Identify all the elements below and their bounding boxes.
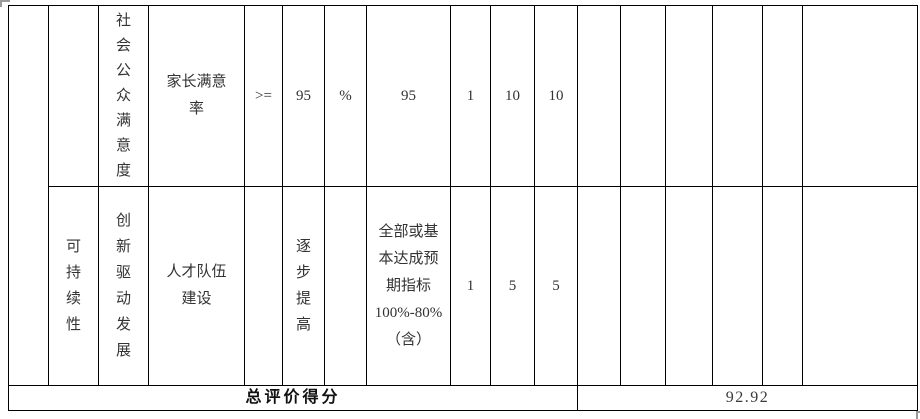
cell-unit[interactable]: %: [324, 5, 367, 187]
gradual-improve-label: 逐步提高: [295, 239, 311, 333]
performance-evaluation-table: 社会公众满意度 家长满意 率 >= 95 % 95 1 10 10 可持续性: [8, 5, 918, 411]
cell-empty[interactable]: [665, 186, 713, 386]
total-score-label-cell[interactable]: 总评价得分: [8, 385, 578, 411]
cell-empty[interactable]: [620, 186, 666, 386]
cell-empty[interactable]: [712, 186, 763, 386]
cell-weight[interactable]: 5: [490, 186, 535, 386]
cell-comparison-blank[interactable]: [244, 186, 283, 386]
cell-target-value[interactable]: 95: [282, 5, 325, 187]
cell-coefficient[interactable]: 1: [450, 5, 491, 187]
cell-unit-blank[interactable]: [324, 186, 367, 386]
cell-coefficient[interactable]: 1: [450, 186, 491, 386]
social-satisfaction-label: 社会公众满意度: [115, 12, 131, 179]
innovation-driven-label: 创新驱动发展: [115, 213, 131, 359]
cell-group-sustainability[interactable]: 可持续性: [48, 186, 99, 386]
sustainability-label: 可持续性: [65, 239, 81, 333]
cell-empty[interactable]: [712, 5, 763, 187]
cell-group-blank[interactable]: [48, 5, 99, 187]
row-satisfaction: 社会公众满意度 家长满意 率 >= 95 % 95 1 10 10: [8, 5, 918, 386]
cell-empty[interactable]: [577, 186, 621, 386]
achievement-text: 全部或基 本达成预 期指标 100%-80% （含）: [374, 223, 443, 348]
cell-score[interactable]: 10: [534, 5, 578, 187]
cell-empty[interactable]: [620, 5, 666, 187]
table-resize-handle-icon[interactable]: [916, 411, 920, 419]
row-total-score: 总评价得分 92.92: [8, 385, 918, 411]
cell-actual-value[interactable]: 95: [366, 5, 451, 187]
cell-comparison-operator[interactable]: >=: [244, 5, 283, 187]
cell-indicator-talent-team[interactable]: 人才队伍 建设: [148, 186, 245, 386]
cell-weight[interactable]: 10: [490, 5, 535, 187]
cell-empty-merged[interactable]: [8, 5, 49, 386]
cell-empty[interactable]: [577, 5, 621, 187]
cell-target-gradual-improve[interactable]: 逐步提高: [282, 186, 325, 386]
cell-indicator-parent-satisfaction[interactable]: 家长满意 率: [148, 5, 245, 187]
cell-empty[interactable]: [802, 5, 918, 187]
cell-score[interactable]: 5: [534, 186, 578, 386]
cell-dimension-innovation[interactable]: 创新驱动发展: [98, 186, 149, 386]
cell-empty[interactable]: [762, 5, 803, 187]
table-move-handle-icon[interactable]: [0, 0, 10, 7]
cell-dimension-social-satisfaction[interactable]: 社会公众满意度: [98, 5, 149, 187]
cell-empty[interactable]: [665, 5, 713, 187]
cell-empty[interactable]: [802, 186, 918, 386]
total-score-value-cell[interactable]: 92.92: [577, 385, 918, 411]
cell-actual-achievement[interactable]: 全部或基 本达成预 期指标 100%-80% （含）: [366, 186, 451, 386]
row-sustainability: 可持续性 创新驱动发展 人才队伍 建设 逐步提高 全部或基 本达成预 期指标 1…: [9, 186, 918, 386]
indicator-label: 人才队伍 建设: [166, 264, 227, 307]
indicator-label: 家长满意 率: [166, 74, 227, 117]
cell-empty[interactable]: [762, 186, 803, 386]
